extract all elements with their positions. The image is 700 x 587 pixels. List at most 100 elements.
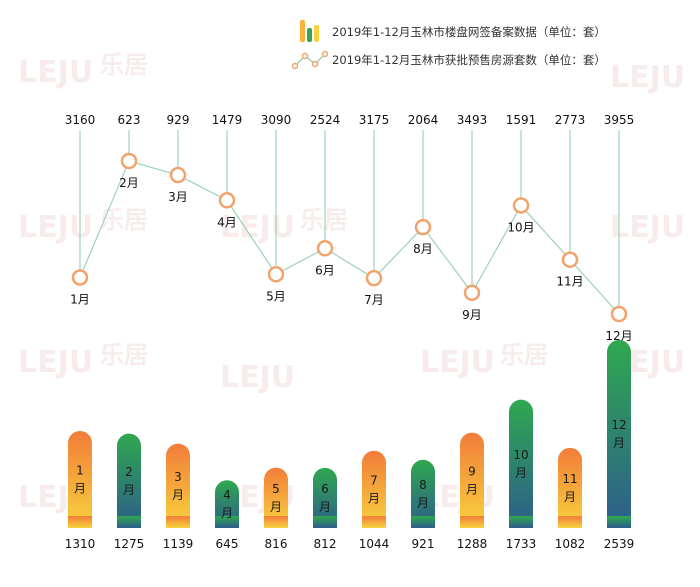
bar-base	[607, 516, 631, 528]
watermark: 乐居	[300, 206, 348, 234]
line-value-label: 929	[167, 113, 190, 127]
bar-value-label: 1044	[359, 537, 390, 551]
line-point	[120, 152, 138, 170]
line-value-label: 3090	[261, 113, 292, 127]
watermark: LEJU	[18, 210, 94, 245]
bar	[264, 467, 288, 528]
line-value-label: 3160	[65, 113, 96, 127]
line-value-label: 3175	[359, 113, 390, 127]
line-point	[365, 269, 383, 287]
line-value-label: 1479	[212, 113, 243, 127]
line-point	[169, 166, 187, 184]
bar-month-label: 5	[272, 482, 280, 496]
bar-month-label: 9	[468, 464, 476, 478]
bar	[607, 340, 631, 528]
line-month-label: 2月	[119, 176, 139, 190]
bar	[313, 467, 337, 528]
line-value-label: 2773	[555, 113, 586, 127]
bar-value-label: 1310	[65, 537, 96, 551]
bar	[166, 443, 190, 528]
line-point	[414, 218, 432, 236]
line-series-path	[79, 160, 620, 315]
watermark: LEJU	[610, 210, 686, 245]
bar-base	[460, 516, 484, 528]
line-point	[610, 305, 628, 323]
bar-month-label: 月	[515, 466, 527, 480]
bar-value-label: 921	[412, 537, 435, 551]
line-month-label: 10月	[507, 220, 534, 234]
bar	[68, 431, 92, 528]
watermark: LEJU	[220, 210, 296, 245]
line-value-label: 2524	[310, 113, 341, 127]
bar-base	[117, 516, 141, 528]
line-month-label: 9月	[462, 308, 482, 322]
line-legend-icon	[292, 50, 328, 70]
bar-value-label: 1139	[163, 537, 194, 551]
watermark: 乐居	[100, 51, 148, 79]
watermark: 乐居	[500, 341, 548, 369]
line-value-label: 3493	[457, 113, 488, 127]
line-month-label: 12月	[605, 329, 632, 343]
line-point	[316, 240, 334, 257]
line-value-label: 1591	[506, 113, 537, 127]
bar-base	[166, 516, 190, 528]
bar-value-label: 1275	[114, 537, 145, 551]
watermark: LEJU	[220, 360, 296, 395]
line-point	[463, 284, 481, 302]
bar-base	[558, 516, 582, 528]
bar-value-label: 1288	[457, 537, 488, 551]
bar-base	[362, 516, 386, 528]
bar-month-label: 月	[368, 491, 380, 505]
line-point	[71, 269, 89, 286]
bar-value-label: 1733	[506, 537, 537, 551]
bar-base	[68, 516, 92, 528]
bar-month-label: 月	[417, 496, 429, 510]
bar-base	[264, 516, 288, 528]
bar-month-label: 月	[466, 482, 478, 496]
bar-month-label: 月	[319, 500, 331, 514]
line-point	[218, 192, 236, 209]
watermark: LEJU	[610, 60, 686, 95]
bar	[460, 432, 484, 528]
watermark: LEJU	[420, 345, 496, 380]
bar	[411, 459, 435, 528]
bar-month-label: 8	[419, 478, 427, 492]
bar-month-label: 月	[221, 506, 233, 520]
bar	[558, 447, 582, 528]
bar	[117, 433, 141, 528]
watermark: LEJU	[18, 345, 94, 380]
watermark: 乐居	[100, 341, 148, 369]
bar-month-label: 月	[123, 483, 135, 497]
bar-month-label: 10	[513, 448, 528, 462]
bar-month-label: 11	[562, 472, 577, 486]
watermark: LEJU	[18, 55, 94, 90]
line-point	[561, 251, 579, 268]
bar-month-label: 3	[174, 470, 182, 484]
bar-value-label: 1082	[555, 537, 586, 551]
bar-month-label: 月	[74, 482, 86, 496]
line-point	[267, 266, 285, 283]
bar-month-label: 2	[125, 465, 133, 479]
bar-month-label: 12	[611, 418, 626, 432]
bar	[509, 399, 533, 528]
bar-legend-icon	[300, 20, 319, 42]
line-value-label: 3955	[604, 113, 635, 127]
bar-value-label: 2539	[604, 537, 635, 551]
line-month-label: 4月	[217, 215, 237, 229]
bar-value-label: 812	[314, 537, 337, 551]
bar-base	[509, 516, 533, 528]
bar-value-label: 816	[265, 537, 288, 551]
line-month-label: 8月	[413, 242, 433, 256]
line-value-label: 623	[118, 113, 141, 127]
line-month-label: 5月	[266, 289, 286, 303]
bar-month-label: 7	[370, 473, 378, 487]
line-point	[512, 197, 530, 214]
line-value-label: 2064	[408, 113, 439, 127]
bar-base	[215, 516, 239, 528]
line-month-label: 3月	[168, 190, 188, 204]
bar-month-label: 月	[564, 490, 576, 504]
bar-month-label: 6	[321, 482, 329, 496]
line-month-label: 11月	[556, 275, 583, 289]
